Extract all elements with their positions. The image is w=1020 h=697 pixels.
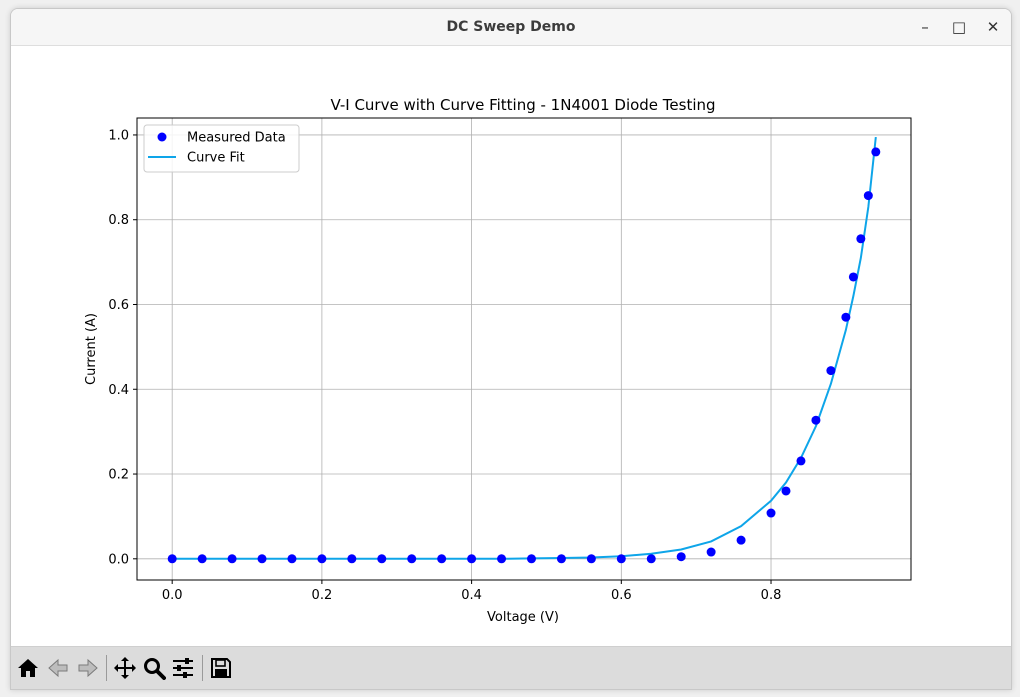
data-point [526,554,536,564]
data-point [841,312,851,322]
x-tick-label: 0.4 [461,588,482,603]
data-point [766,508,776,518]
data-point [257,554,267,564]
toolbar-separator [202,655,203,681]
data-point [497,554,507,564]
data-point [616,554,626,564]
title-bar[interactable]: DC Sweep Demo – □ ✕ [11,9,1011,46]
plot-background [137,118,911,580]
home-icon [18,659,38,677]
save-icon [211,658,231,678]
navigation-toolbar [11,646,1011,689]
data-point [781,486,791,496]
data-point [871,147,881,157]
x-tick-label: 0.2 [312,588,333,603]
x-axis-ticks: 0.0 0.2 0.4 0.6 0.8 [162,580,782,603]
configure-subplots-icon [173,658,193,678]
data-point [317,554,327,564]
data-point [736,535,746,545]
data-point [167,554,177,564]
back-button[interactable] [45,655,71,681]
measured-data-series [167,147,881,564]
curve-fit-line [172,136,877,560]
y-tick-label: 1.0 [108,128,129,143]
x-axis-label: Voltage (V) [487,610,559,625]
y-tick-label: 0.0 [108,552,129,567]
curve-fit-series [172,136,877,560]
y-tick-label: 0.8 [108,213,129,228]
data-point [706,547,716,557]
figure-canvas[interactable]: 0.0 0.2 0.4 0.6 0.8 0.0 0.2 0.4 0.6 0.8 1.0 V-I C… [11,46,1011,646]
close-button[interactable]: ✕ [986,18,1000,36]
app-window: DC Sweep Demo – □ ✕ 0.0 0.2 0.4 0.6 0.8 0.0 0… [10,8,1012,690]
zoom-button[interactable] [141,655,167,681]
pan-button[interactable] [112,655,138,681]
data-point [287,554,297,564]
data-point [407,554,417,564]
save-button[interactable] [208,655,234,681]
x-tick-label: 0.6 [611,588,632,603]
maximize-button[interactable]: □ [951,18,967,36]
forward-icon [78,658,98,678]
data-point [848,272,858,282]
data-point [437,554,447,564]
y-tick-label: 0.6 [108,298,129,313]
data-point [826,366,836,376]
y-tick-label: 0.4 [108,383,129,398]
toolbar-separator [106,655,107,681]
y-axis-label: Current (A) [84,313,99,385]
chart: 0.0 0.2 0.4 0.6 0.8 0.0 0.2 0.4 0.6 0.8 1.0 V-I C… [84,96,912,625]
data-point [863,191,873,201]
data-point [856,234,866,244]
data-point [646,554,656,564]
forward-button[interactable] [75,655,101,681]
data-point [796,456,806,466]
data-point [676,552,686,562]
data-point [377,554,387,564]
y-axis-ticks: 0.0 0.2 0.4 0.6 0.8 1.0 [108,128,137,567]
legend: Measured Data Curve Fit [143,124,300,173]
legend-label-measured: Measured Data [187,131,286,146]
zoom-icon [144,658,166,680]
data-point [227,554,237,564]
data-point [467,554,477,564]
home-button[interactable] [15,655,41,681]
configure-subplots-button[interactable] [170,655,196,681]
data-point [197,554,207,564]
window-title: DC Sweep Demo [446,19,576,35]
minimize-button[interactable]: – [921,18,929,36]
legend-marker-measured [157,132,167,142]
data-point [811,415,821,425]
legend-box [143,124,300,173]
plot-frame [136,117,912,581]
x-tick-label: 0.0 [162,588,183,603]
data-point [556,554,566,564]
chart-title: V-I Curve with Curve Fitting - 1N4001 Di… [330,96,715,114]
legend-label-fit: Curve Fit [187,151,245,166]
data-point [347,554,357,564]
data-point [586,554,596,564]
pan-icon [114,657,136,679]
back-icon [48,658,68,678]
x-tick-label: 0.8 [761,588,782,603]
y-tick-label: 0.2 [108,468,129,483]
